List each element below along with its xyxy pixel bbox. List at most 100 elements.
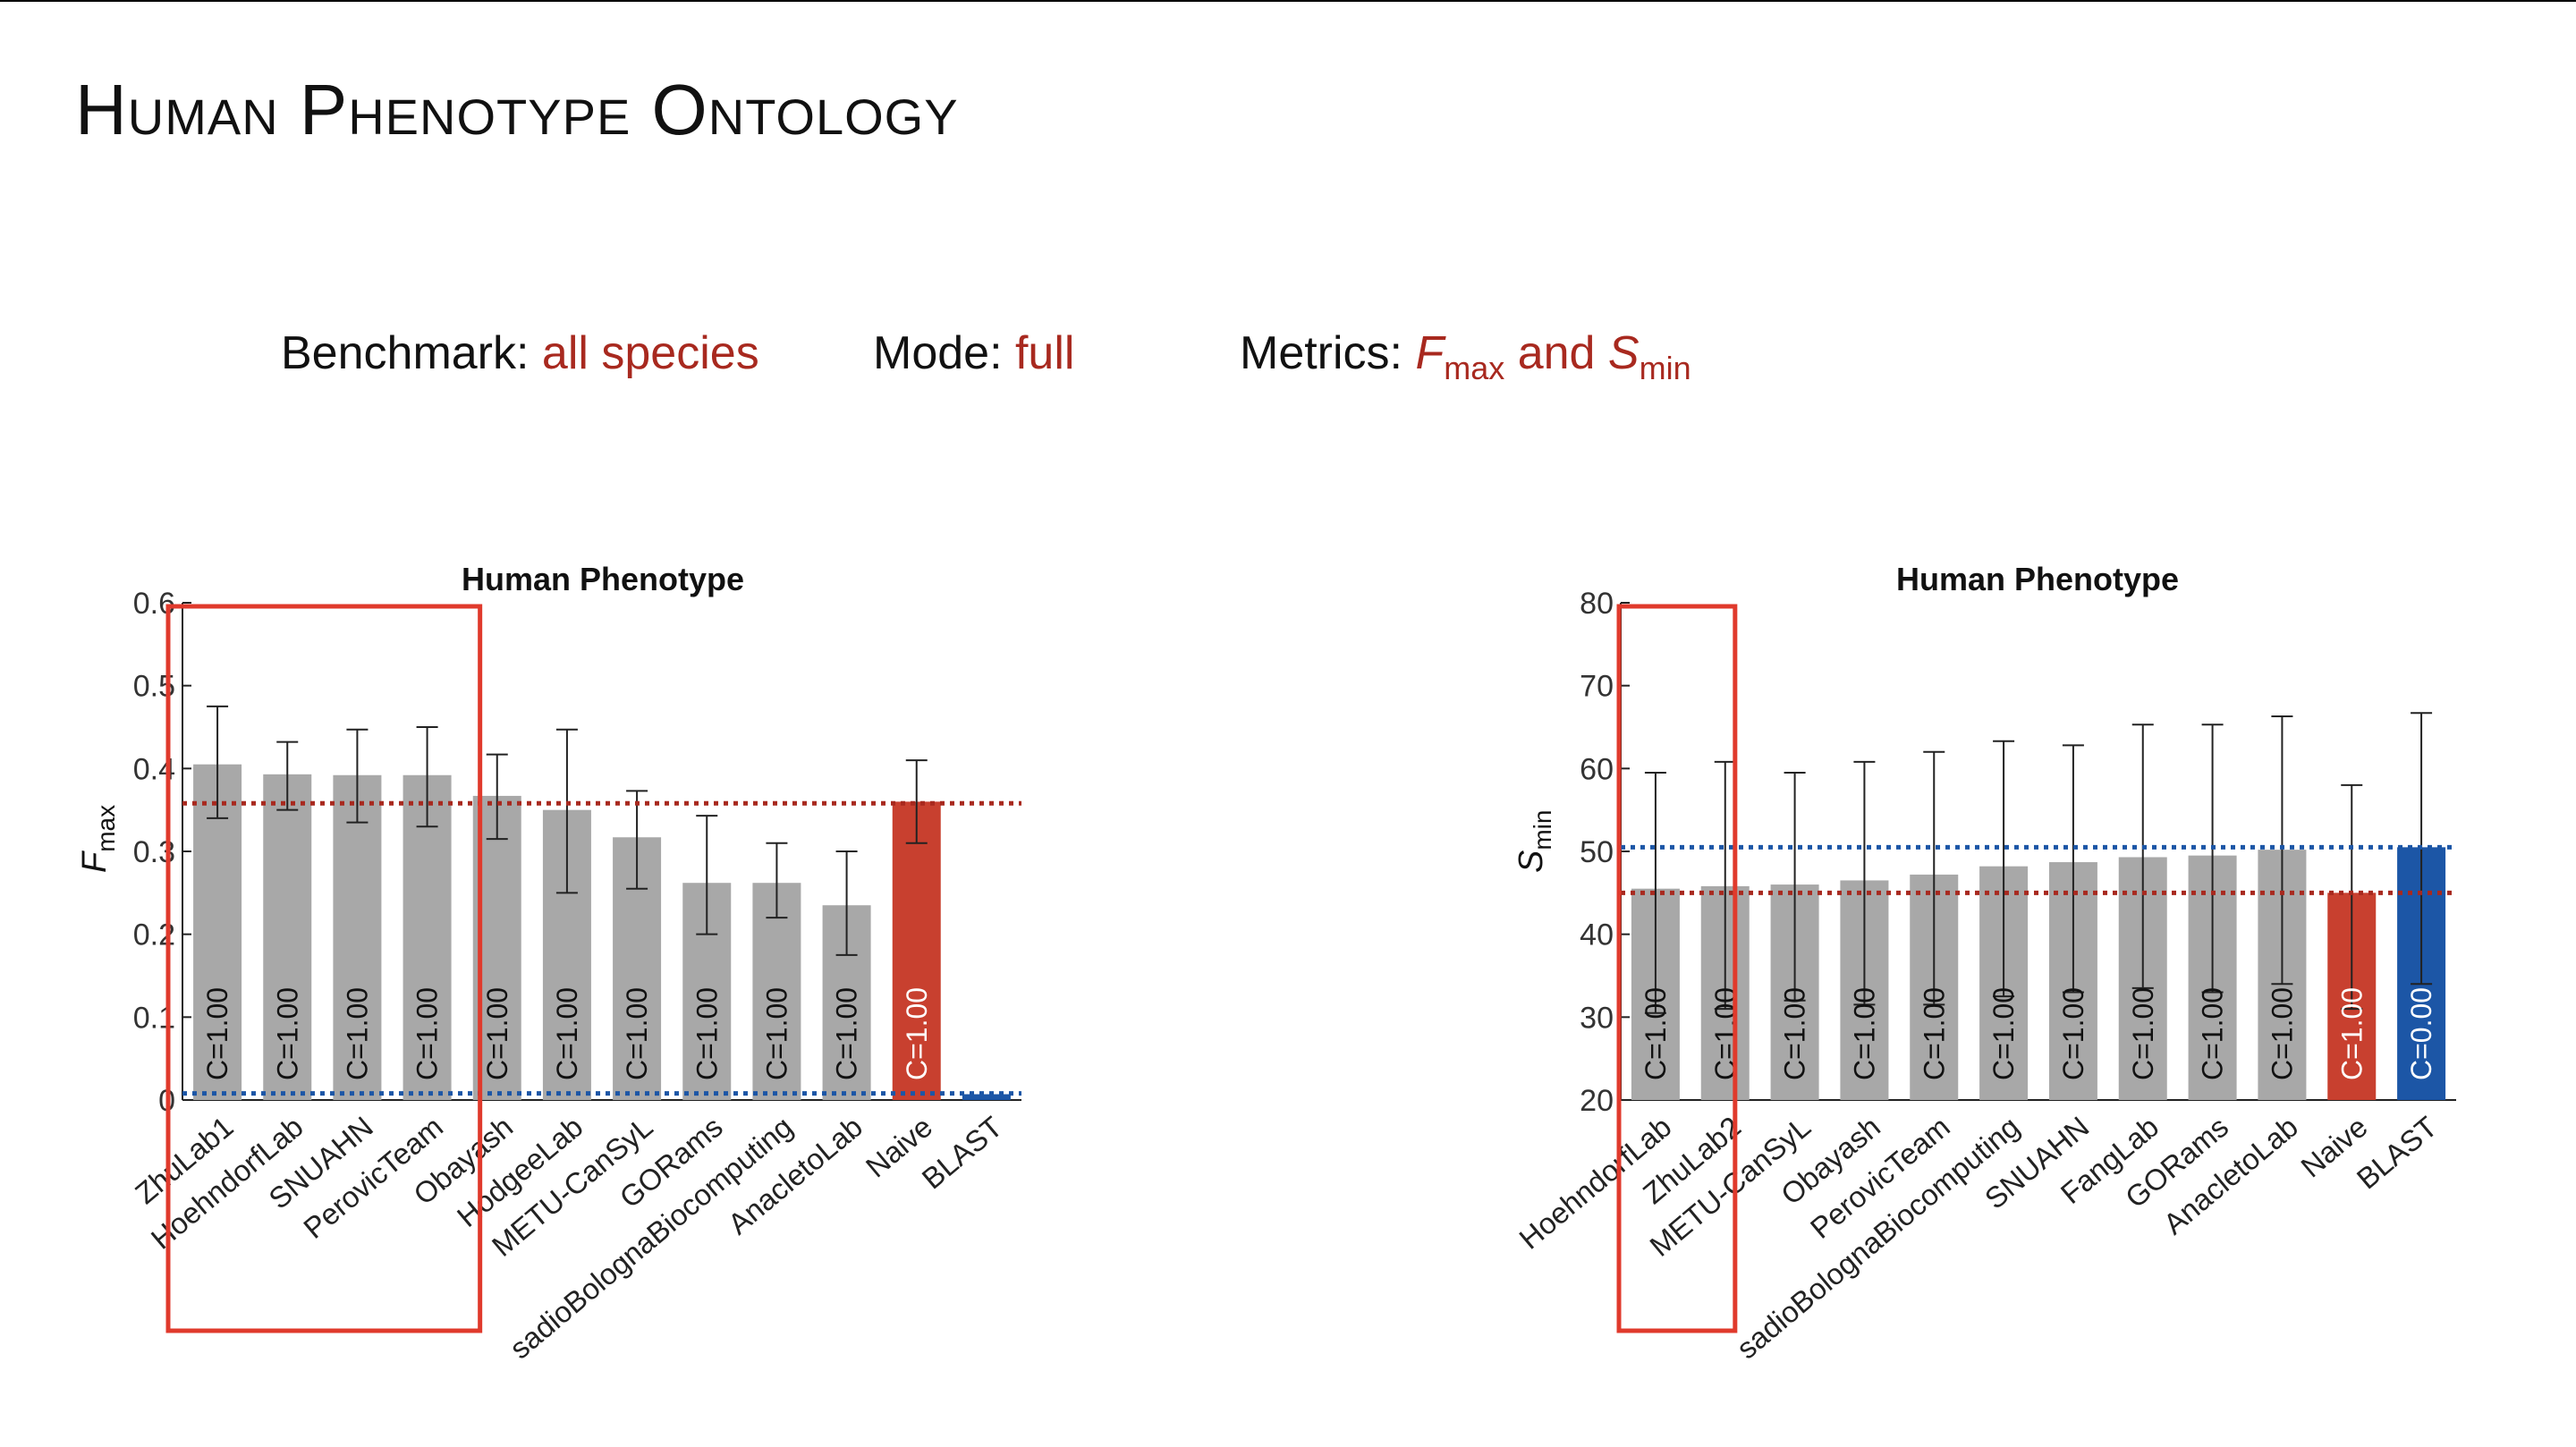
category-label: GORams: [614, 1110, 729, 1214]
y-axis-label: Fmax: [76, 805, 120, 873]
y-axis-label-letter: F: [76, 850, 114, 873]
bar-label: C=1.00: [1918, 987, 1950, 1080]
bar-label: C=1.00: [2197, 987, 2229, 1080]
category-label: ZhuLab2: [1637, 1110, 1748, 1210]
bar-label: C=1.00: [1709, 987, 1741, 1080]
metrics-f-sub: max: [1444, 350, 1505, 386]
benchmark-info: Benchmark: all species: [281, 322, 759, 385]
bar: [193, 764, 242, 1100]
y-tick-label: 20: [1580, 1084, 1614, 1118]
y-tick-label: 50: [1580, 835, 1614, 869]
bar: [2397, 847, 2446, 1100]
y-tick-label: 30: [1580, 1001, 1614, 1035]
y-tick-label: 70: [1580, 670, 1614, 704]
bar: [402, 774, 452, 1100]
metrics-and: and: [1517, 327, 1596, 379]
category-label: METU-CanSyL: [1643, 1110, 1817, 1263]
bar: [2327, 893, 2377, 1100]
mode-value: full: [1014, 327, 1075, 379]
bar: [682, 883, 732, 1100]
category-label: PerovicTeam: [297, 1110, 449, 1245]
category-label: sadioBolognaBiocomputing: [504, 1110, 799, 1365]
y-axis-label-sub: min: [1529, 810, 1556, 850]
highlight-box: [165, 604, 483, 1333]
bar-label: C=1.00: [831, 987, 863, 1080]
bar-label: C=1.00: [1987, 987, 2020, 1080]
bar-label: C=1.00: [271, 987, 303, 1080]
y-axis-label: Smin: [1513, 810, 1556, 873]
category-label: AnacletoLab: [2157, 1110, 2304, 1240]
category-label: BLAST: [2351, 1110, 2444, 1196]
bar: [2048, 862, 2097, 1100]
bar-label: C=1.00: [621, 987, 653, 1080]
metrics-f-letter: F: [1415, 327, 1445, 379]
category-label: FangLab: [2055, 1110, 2165, 1210]
bar-label: C=1.00: [1848, 987, 1880, 1080]
category-label: GORams: [2119, 1110, 2234, 1214]
category-label: PerovicTeam: [1804, 1110, 1956, 1245]
benchmark-value: all species: [541, 327, 759, 379]
bar-label: C=1.00: [2335, 987, 2368, 1080]
category-label: HoehndorfLab: [145, 1110, 309, 1256]
category-label: METU-CanSyL: [486, 1110, 659, 1263]
category-label: BLAST: [916, 1110, 1009, 1196]
benchmark-label: Benchmark:: [281, 327, 530, 379]
y-tick-label: 60: [1580, 752, 1614, 786]
y-tick-label: 0.5: [133, 670, 175, 704]
chart-title: Human Phenotype: [462, 561, 744, 597]
category-label: sadioBolognaBiocomputing: [1730, 1110, 2025, 1365]
bar: [1631, 888, 1680, 1100]
category-label: ZhuLab1: [129, 1110, 240, 1210]
highlight-box: [1616, 604, 1738, 1333]
mode-label: Mode:: [873, 327, 1003, 379]
bar: [1979, 866, 2029, 1100]
category-label: Naive: [2294, 1110, 2373, 1184]
metrics-s: Smin: [1607, 327, 1691, 386]
bar-label: C=1.00: [1779, 987, 1811, 1080]
category-label: SNUAHN: [1979, 1110, 2096, 1215]
bar: [962, 1094, 1011, 1100]
bar: [1770, 884, 1819, 1100]
y-tick-label: 0.4: [133, 752, 175, 786]
bar: [752, 883, 801, 1100]
y-tick-label: 0.1: [133, 1001, 175, 1035]
bar: [1840, 880, 1889, 1100]
bar-label: C=1.00: [411, 987, 444, 1080]
bar-label: C=1.00: [691, 987, 723, 1080]
category-label: Naive: [860, 1110, 938, 1184]
y-tick-label: 40: [1580, 918, 1614, 952]
bar: [822, 905, 871, 1100]
category-label: HodgeeLab: [451, 1110, 589, 1233]
top-divider: [0, 0, 2576, 2]
bar: [1700, 885, 1750, 1100]
bar-label: C=1.00: [901, 987, 933, 1080]
bar: [472, 795, 521, 1100]
y-axis-label-sub: max: [92, 805, 120, 852]
bar-label: C=1.00: [2057, 987, 2089, 1080]
metrics-s-letter: S: [1607, 327, 1640, 379]
bar-label: C=1.00: [341, 987, 373, 1080]
metrics-label: Metrics:: [1240, 327, 1402, 379]
y-tick-label: 80: [1580, 587, 1614, 621]
category-label: AnacletoLab: [722, 1110, 869, 1240]
bar-label: C=1.00: [201, 987, 233, 1080]
category-label: SNUAHN: [262, 1110, 379, 1215]
y-tick-label: 0.2: [133, 918, 175, 952]
bar-label: C=1.00: [2266, 987, 2298, 1080]
metrics-f: Fmax: [1415, 327, 1504, 386]
mode-info: Mode: full: [873, 322, 1074, 385]
bar: [892, 801, 941, 1100]
bar-label: C=1.00: [2127, 987, 2159, 1080]
bar-label: C=0.00: [2405, 987, 2437, 1080]
metrics-s-sub: min: [1639, 350, 1691, 386]
y-tick-label: 0: [158, 1084, 175, 1118]
bar: [2188, 855, 2237, 1100]
bar-label: C=1.00: [1640, 987, 1672, 1080]
bar: [2258, 850, 2307, 1100]
bar: [542, 809, 591, 1100]
category-label: HoehndorfLab: [1513, 1110, 1677, 1256]
bar-label: C=1.00: [760, 987, 792, 1080]
